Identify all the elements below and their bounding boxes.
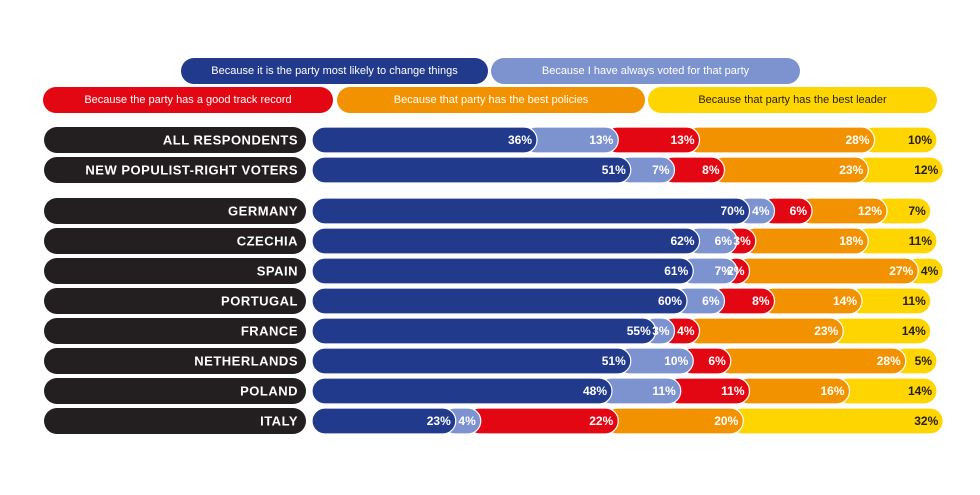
- value-label: 55%: [627, 324, 651, 338]
- row-label-bg: [44, 157, 306, 183]
- value-label: 2%: [727, 264, 745, 278]
- value-label: 4%: [458, 414, 476, 428]
- legend-swatch: [491, 58, 800, 84]
- legend-label: Because that party has the best policies: [394, 94, 589, 106]
- row-label: CZECHIA: [237, 234, 298, 249]
- value-label: 3%: [733, 234, 751, 248]
- bar-segment: [311, 227, 701, 255]
- bar-segment: [311, 377, 613, 405]
- legend-label: Because it is the party most likely to c…: [211, 65, 458, 77]
- value-label: 13%: [589, 133, 613, 147]
- value-label: 4%: [921, 264, 939, 278]
- row-label: NETHERLANDS: [194, 354, 298, 369]
- row-label: POLAND: [240, 384, 298, 399]
- row-label-bg: [44, 378, 306, 404]
- value-label: 8%: [752, 294, 770, 308]
- row-label: SPAIN: [257, 264, 298, 279]
- value-label: 18%: [839, 234, 863, 248]
- value-label: 10%: [908, 133, 932, 147]
- value-label: 7%: [908, 204, 926, 218]
- value-label: 48%: [583, 384, 607, 398]
- row-label: GERMANY: [228, 204, 298, 219]
- bar-segment: [311, 287, 688, 315]
- value-label: 10%: [664, 354, 688, 368]
- value-label: 27%: [889, 264, 913, 278]
- value-label: 4%: [752, 204, 770, 218]
- value-label: 11%: [902, 294, 926, 308]
- value-label: 12%: [858, 204, 882, 218]
- value-label: 4%: [677, 324, 695, 338]
- bar-segment: [311, 156, 632, 184]
- legend-swatch: [648, 87, 937, 113]
- value-label: 32%: [914, 414, 938, 428]
- value-label: 16%: [820, 384, 844, 398]
- value-label: 23%: [814, 324, 838, 338]
- value-label: 22%: [589, 414, 613, 428]
- row-label-bg: [44, 127, 306, 153]
- value-label: 61%: [664, 264, 688, 278]
- row-label: ITALY: [260, 414, 298, 429]
- value-label: 6%: [702, 294, 720, 308]
- legend-label: Because the party has a good track recor…: [84, 94, 291, 106]
- row-label-bg: [44, 288, 306, 314]
- bar-segment: [311, 257, 694, 285]
- legend-swatch: [337, 87, 645, 113]
- value-label: 28%: [877, 354, 901, 368]
- value-label: 8%: [702, 163, 720, 177]
- row-label-bg: [44, 318, 306, 344]
- value-label: 13%: [670, 133, 694, 147]
- value-label: 60%: [658, 294, 682, 308]
- value-label: 36%: [508, 133, 532, 147]
- legend-swatch: [181, 58, 488, 84]
- row-label-bg: [44, 408, 306, 434]
- legend-swatch: [43, 87, 333, 113]
- value-label: 7%: [715, 264, 733, 278]
- legend-label: Because I have always voted for that par…: [542, 65, 750, 77]
- value-label: 14%: [908, 384, 932, 398]
- value-label: 20%: [714, 414, 738, 428]
- row-label: ALL RESPONDENTS: [163, 133, 298, 148]
- value-label: 12%: [914, 163, 938, 177]
- row-label-bg: [44, 198, 306, 224]
- bar-segment: [311, 347, 632, 375]
- row-label-bg: [44, 228, 306, 254]
- value-label: 28%: [845, 133, 869, 147]
- bar-segment: [311, 126, 538, 154]
- value-label: 51%: [602, 163, 626, 177]
- row-label: PORTUGAL: [221, 294, 298, 309]
- row-label-bg: [44, 348, 306, 374]
- value-label: 70%: [720, 204, 744, 218]
- value-label: 11%: [909, 234, 933, 248]
- value-label: 14%: [902, 324, 926, 338]
- value-label: 14%: [833, 294, 857, 308]
- value-label: 5%: [915, 354, 933, 368]
- value-label: 51%: [602, 354, 626, 368]
- bar-segment: [311, 407, 457, 435]
- bar-segment: [311, 317, 657, 345]
- value-label: 11%: [652, 384, 676, 398]
- value-label: 23%: [427, 414, 451, 428]
- bar-segment: [728, 407, 944, 435]
- value-label: 62%: [670, 234, 694, 248]
- legend-label: Because that party has the best leader: [698, 94, 887, 106]
- row-label: NEW POPULIST-RIGHT VOTERS: [85, 163, 298, 178]
- value-label: 6%: [708, 354, 726, 368]
- row-label: FRANCE: [241, 324, 298, 339]
- value-label: 3%: [652, 324, 670, 338]
- value-label: 11%: [721, 384, 745, 398]
- value-label: 6%: [790, 204, 808, 218]
- value-label: 7%: [652, 163, 670, 177]
- bar-segment: [311, 197, 751, 225]
- value-label: 23%: [839, 163, 863, 177]
- row-label-bg: [44, 258, 306, 284]
- value-label: 6%: [715, 234, 733, 248]
